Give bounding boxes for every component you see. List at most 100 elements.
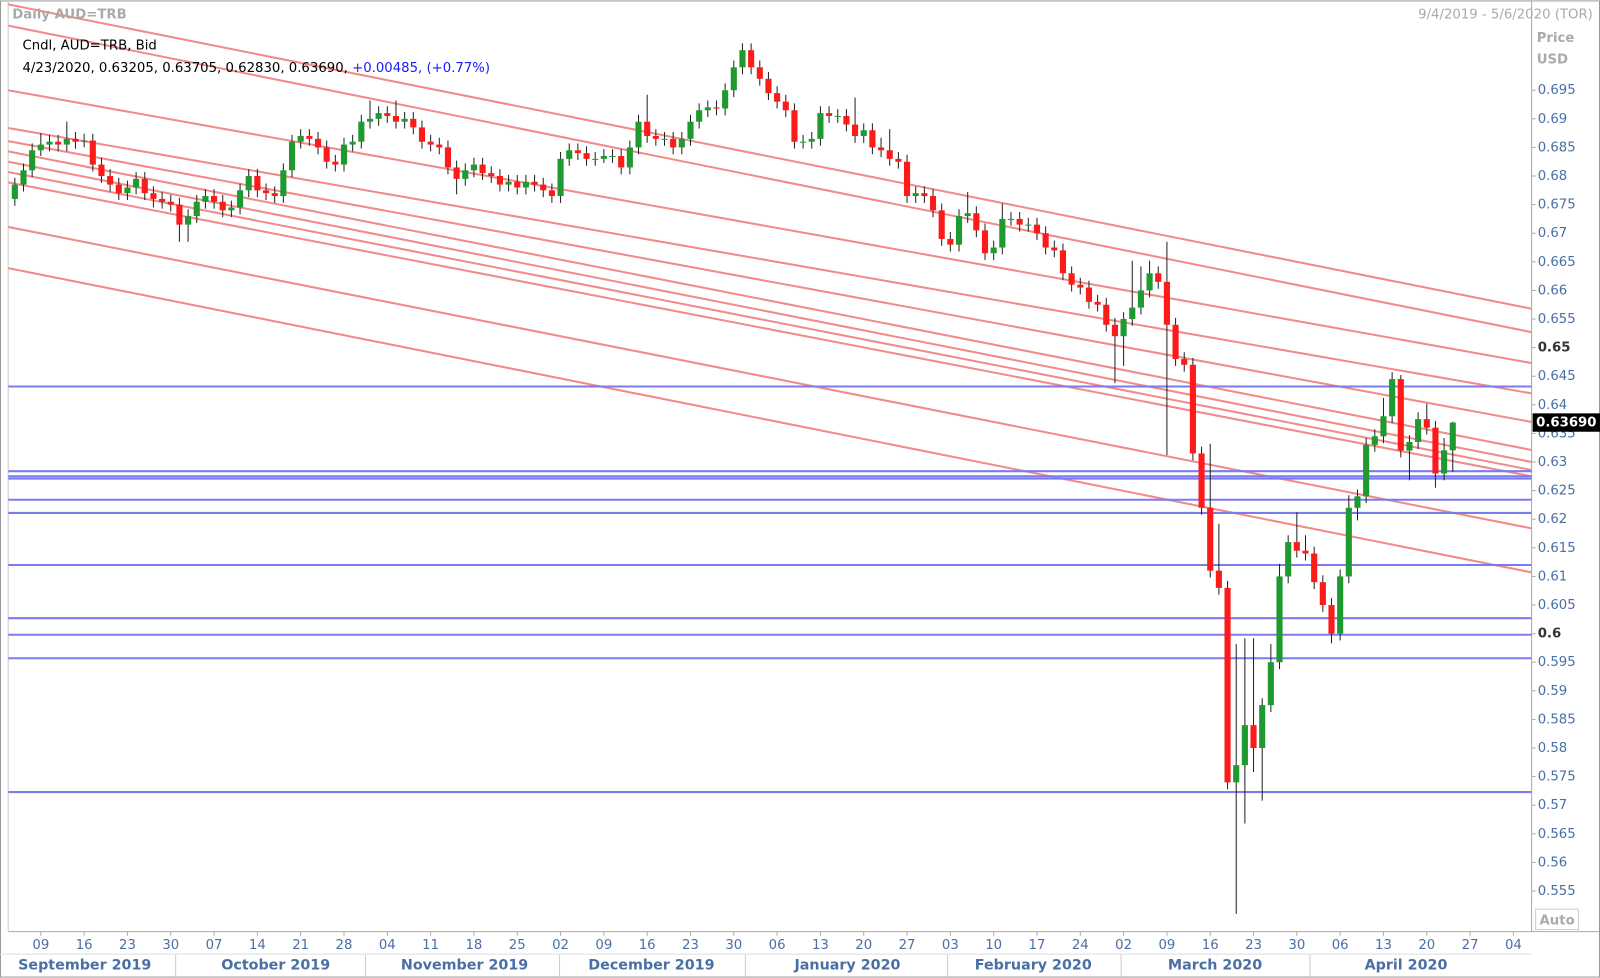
y-tick-label: 0.685 [1538,140,1576,155]
candle-body [929,196,937,211]
x-tick-label: 06 [1332,938,1349,953]
candle-body [756,67,763,79]
candle-body [1406,442,1413,451]
candle-body [574,150,581,154]
candle-body [1129,307,1136,320]
candle-body [921,193,928,197]
y-tick-label: 0.675 [1538,198,1576,213]
candle-body [981,230,989,254]
x-tick-label: 13 [812,938,829,953]
candle-body [600,156,607,159]
month-label: January 2020 [793,957,900,973]
candle-body [938,210,945,239]
y-tick-label: 0.68 [1538,169,1568,184]
candle-body [748,50,755,68]
candle-body [1163,281,1170,325]
y-tick-label: 0.655 [1538,312,1576,327]
candle-body [635,121,642,148]
candle-body [479,164,486,174]
candle-body [141,178,148,194]
candle-body [1259,705,1266,749]
candle-body [1449,422,1456,451]
candle-body [652,135,659,139]
candle-body [1085,287,1093,302]
candle-body [1397,379,1404,451]
candle-body [670,138,677,148]
candle-body [739,50,746,68]
candle-body [1276,576,1283,663]
y-tick-label: 0.605 [1538,598,1576,613]
trendline [8,126,1532,395]
candle-body [436,144,443,148]
candle-body [1059,250,1067,274]
candle-body [1007,218,1015,220]
candle-body [1016,218,1023,225]
candle-body [349,141,356,145]
trendline [8,267,1532,574]
y-tick-label: 0.58 [1538,741,1568,756]
candle-body [1250,725,1257,749]
plot [8,3,1532,914]
legend-series: Cndl, AUD=TRB, Bid [22,38,156,53]
y-tick-label: 0.62 [1538,512,1568,527]
y-tick-label: 0.625 [1538,484,1576,499]
candle-body [37,144,44,151]
trendline [8,181,1532,478]
candle-body [1137,290,1144,308]
candle-body [384,113,391,116]
y-tick-label: 0.65 [1538,341,1571,356]
month-label: December 2019 [588,957,714,973]
candle-body [566,150,573,159]
candle-body [470,164,477,171]
y-tick-label: 0.665 [1538,255,1576,270]
price-axis-panel [1531,1,1599,932]
x-tick-label: 23 [1245,938,1262,953]
auto-button[interactable] [1535,908,1580,931]
y-tick-label: 0.57 [1538,798,1568,813]
candle-body [722,90,729,109]
candle-body [63,138,70,145]
trendline [8,24,1532,334]
x-tick-label: 04 [1505,938,1522,953]
candle-body [808,138,815,142]
candle-body [1345,507,1352,577]
candle-body [98,164,105,177]
trendline [8,140,1532,423]
candle-body [730,67,737,91]
candle-body [1371,436,1378,445]
candle-body [20,170,27,185]
x-tick-label: 25 [509,938,526,953]
candle-body [202,196,209,202]
candle-body [826,113,833,116]
candle-body [678,138,685,148]
candle-body [1042,233,1049,248]
candle-body [583,153,590,159]
x-tick-label: 23 [682,938,699,953]
candle-body [800,141,807,143]
x-tick-label: 24 [1072,938,1089,953]
x-tick-label: 02 [552,938,569,953]
candle-body [262,190,270,194]
x-tick-label: 30 [162,938,179,953]
candle-body [228,207,235,211]
candle-body [852,124,859,136]
candle-body [29,150,36,171]
candle-body [410,118,417,128]
auto-button-label[interactable]: Auto [1540,913,1575,928]
x-tick-label: 04 [379,938,396,953]
candle-body [955,216,963,245]
candle-body [1215,570,1222,588]
candle-body [704,107,711,111]
candle-body [903,161,911,197]
candle-body [1181,359,1188,365]
candle-body [973,213,980,231]
candle-body [1189,364,1196,454]
candle-body [782,101,789,111]
candle-body [548,190,555,197]
candle-body [1172,324,1179,360]
candle-body [81,140,88,142]
y-tick-label: 0.56 [1538,855,1568,870]
date-range: 9/4/2019 - 5/6/2020 (TOR) [1418,8,1593,23]
y-tick-label: 0.585 [1538,712,1576,727]
